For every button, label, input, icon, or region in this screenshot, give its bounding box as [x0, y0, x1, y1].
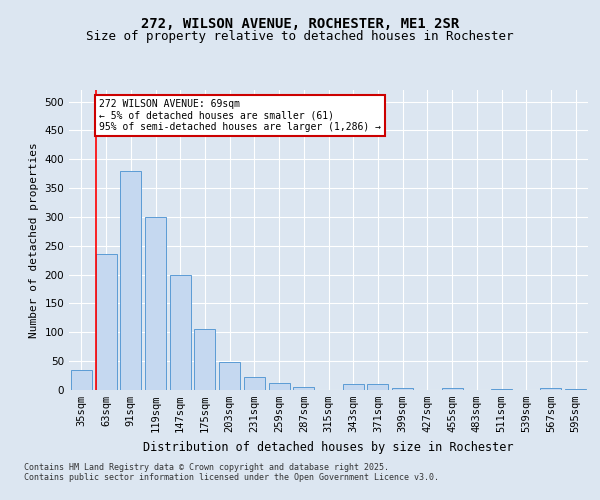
Text: 272 WILSON AVENUE: 69sqm
← 5% of detached houses are smaller (61)
95% of semi-de: 272 WILSON AVENUE: 69sqm ← 5% of detache…: [98, 98, 380, 132]
Text: 272, WILSON AVENUE, ROCHESTER, ME1 2SR: 272, WILSON AVENUE, ROCHESTER, ME1 2SR: [141, 18, 459, 32]
Bar: [120, 171, 141, 390]
Bar: [71, 370, 92, 390]
Bar: [244, 378, 265, 390]
Bar: [367, 384, 388, 390]
Bar: [392, 388, 413, 390]
Bar: [565, 389, 586, 390]
Bar: [170, 274, 191, 390]
Y-axis label: Number of detached properties: Number of detached properties: [29, 142, 39, 338]
Bar: [219, 362, 240, 390]
Text: Contains HM Land Registry data © Crown copyright and database right 2025.
Contai: Contains HM Land Registry data © Crown c…: [24, 463, 439, 482]
Bar: [269, 383, 290, 390]
Bar: [442, 388, 463, 390]
Bar: [293, 387, 314, 390]
Bar: [95, 254, 116, 390]
X-axis label: Distribution of detached houses by size in Rochester: Distribution of detached houses by size …: [143, 440, 514, 454]
Bar: [343, 384, 364, 390]
Text: Size of property relative to detached houses in Rochester: Size of property relative to detached ho…: [86, 30, 514, 43]
Bar: [541, 388, 562, 390]
Bar: [194, 330, 215, 390]
Bar: [145, 217, 166, 390]
